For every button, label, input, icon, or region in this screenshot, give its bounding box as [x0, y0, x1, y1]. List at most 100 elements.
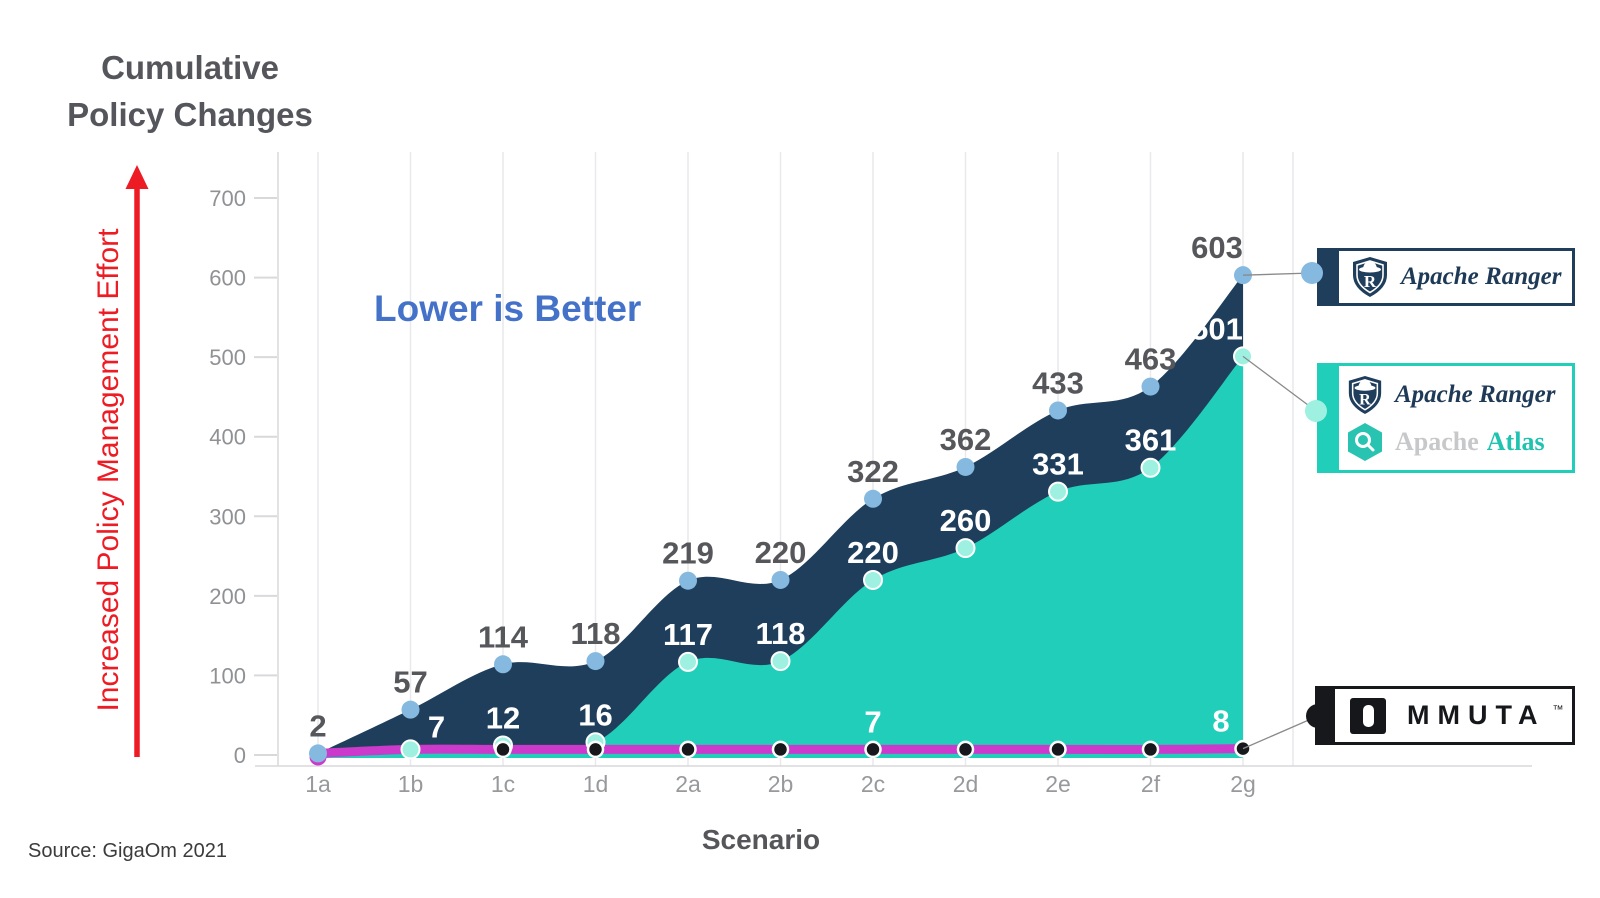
legend-atlas-label: Apache Atlas — [1395, 427, 1545, 457]
ranger-atlas-area — [318, 356, 1243, 758]
ranger-dot-2f — [1141, 377, 1160, 396]
value-label-apache-ranger-apache-atlas-1c: 12 — [486, 700, 520, 735]
legend-ranger-atlas-ranger-label: Apache Ranger — [1395, 380, 1556, 408]
ranger-atlas-dot-2e — [1048, 481, 1068, 502]
y-tick-label-200: 200 — [209, 584, 246, 609]
immuta-dot-2a — [679, 740, 697, 759]
immuta-dot-2f — [1141, 740, 1160, 759]
legend-immuta: MMUTA ™ — [1315, 686, 1575, 745]
y-tick-label-300: 300 — [209, 504, 246, 529]
ranger-dot-1a — [309, 744, 327, 763]
value-label-apache-ranger-1a: 2 — [309, 708, 326, 743]
legend-atlas-word-apache: Apache — [1395, 426, 1479, 456]
legend-ranger-row: R Apache Ranger — [1350, 256, 1561, 298]
x-label-1d: 1d — [583, 771, 609, 797]
x-axis-title: Scenario — [701, 824, 821, 855]
legend-apache-ranger: R Apache Ranger — [1317, 248, 1575, 306]
ranger-dot-2g — [1234, 266, 1252, 285]
ranger-atlas-dot-2c — [863, 569, 883, 590]
immuta-dot-2b — [771, 740, 790, 759]
ranger-atlas-dot-2b — [770, 651, 791, 672]
legend-immuta-row: MMUTA ™ — [1350, 697, 1564, 734]
legend-ranger-plus-atlas: R Apache Ranger Apache Atlas — [1317, 363, 1575, 473]
source-note: Source: GigaOm 2021 — [28, 840, 227, 862]
value-label-apache-ranger-apache-atlas-2e: 331 — [1032, 447, 1084, 482]
value-label-apache-ranger-1d: 118 — [570, 616, 620, 651]
legend-ranger-atlas-row1: R Apache Ranger — [1346, 375, 1555, 415]
immuta-dot-2d — [956, 740, 975, 759]
y-axis-rotated-label: Increased Policy Management Effort — [92, 228, 125, 712]
value-label-apache-ranger-1b: 57 — [393, 665, 427, 700]
ranger-dot-1d — [586, 652, 605, 671]
value-label-apache-ranger-apache-atlas-2g: 501 — [1191, 311, 1243, 346]
y-tick-label-100: 100 — [209, 663, 246, 688]
value-label-apache-ranger-apache-atlas-2d: 260 — [940, 503, 992, 538]
ranger-dot-1c — [494, 655, 512, 674]
effort-arrow-head — [125, 165, 149, 189]
value-label-apache-ranger-2a: 219 — [662, 536, 714, 571]
x-label-1b: 1b — [398, 771, 424, 797]
value-label-apache-ranger-apache-atlas-2c: 220 — [847, 535, 899, 570]
y-tick-label-600: 600 — [209, 266, 246, 291]
chart-title-line2: Policy Changes — [67, 96, 313, 133]
immuta-dot-2c — [864, 740, 882, 759]
value-label-apache-ranger-2b: 220 — [755, 535, 807, 570]
ranger-dot-2e — [1049, 401, 1067, 420]
x-label-1a: 1a — [305, 771, 331, 797]
x-label-1c: 1c — [491, 771, 515, 797]
x-label-2e: 2e — [1045, 771, 1071, 797]
apache-atlas-hexagon-icon — [1348, 422, 1382, 461]
immuta-i-mark-icon — [1350, 697, 1386, 734]
value-label-apache-ranger-2c: 322 — [847, 454, 899, 489]
x-label-2a: 2a — [675, 771, 701, 797]
y-tick-label-500: 500 — [209, 345, 246, 370]
value-label-apache-ranger-2g: 603 — [1191, 230, 1243, 265]
ranger-dot-2c — [864, 489, 882, 508]
y-tick-label-0: 0 — [234, 743, 246, 768]
legend-atlas-word-atlas: Atlas — [1486, 426, 1545, 456]
immuta-dot-2e — [1049, 740, 1067, 759]
svg-text:R: R — [1364, 272, 1377, 291]
immuta-dot-1c — [494, 740, 512, 759]
x-label-2g: 2g — [1230, 771, 1256, 797]
ranger-dot-1b — [401, 700, 420, 719]
chart-title-line1: Cumulative — [101, 49, 279, 86]
value-label-apache-ranger-2e: 433 — [1032, 365, 1084, 400]
value-label-apache-ranger-apache-atlas-2a: 117 — [663, 617, 713, 652]
value-label-apache-ranger-1c: 114 — [478, 619, 529, 654]
ranger-atlas-dot-1b — [400, 739, 421, 760]
x-label-2b: 2b — [768, 771, 794, 797]
legend-ranger-strip — [1320, 251, 1339, 303]
x-label-2d: 2d — [953, 771, 979, 797]
legend-immuta-letters: MMUTA — [1407, 700, 1546, 730]
immuta-trademark: ™ — [1552, 703, 1564, 716]
ranger-dot-2b — [771, 570, 790, 589]
ranger-dot-2d — [956, 457, 975, 476]
legend-ranger-atlas-row2: Apache Atlas — [1346, 422, 1545, 462]
value-label-apache-ranger-apache-atlas-2b: 118 — [755, 616, 805, 651]
value-label-immuta-2g: 8 — [1212, 704, 1229, 739]
y-tick-label-400: 400 — [209, 425, 246, 450]
value-label-apache-ranger-apache-atlas-1b: 7 — [428, 709, 445, 744]
immuta-dot-1d — [586, 740, 605, 759]
ranger-atlas-dot-2a — [678, 651, 698, 672]
x-label-2f: 2f — [1141, 771, 1161, 797]
value-label-apache-ranger-apache-atlas-1d: 16 — [578, 697, 612, 732]
ranger-atlas-dot-2d — [955, 538, 976, 559]
lower-is-better-annotation: Lower is Better — [374, 288, 642, 329]
immuta-dot-2g — [1234, 739, 1252, 758]
svg-text:R: R — [1359, 391, 1371, 408]
apache-ranger-shield-icon: R — [1348, 375, 1382, 414]
chart-title: Cumulative Policy Changes — [58, 44, 322, 138]
legend-ranger-label: Apache Ranger — [1401, 263, 1562, 290]
value-label-apache-ranger-apache-atlas-2f: 361 — [1125, 423, 1177, 458]
apache-ranger-shield-icon: R — [1353, 257, 1387, 297]
legend-ranger-atlas-strip — [1320, 366, 1339, 470]
ranger-atlas-dot-2g — [1233, 346, 1253, 367]
ranger-atlas-dot-2f — [1140, 457, 1161, 478]
value-label-apache-ranger-2f: 463 — [1125, 342, 1177, 377]
x-label-2c: 2c — [861, 771, 885, 797]
value-label-immuta-2c: 7 — [864, 704, 881, 739]
ranger-dot-2a — [679, 571, 697, 590]
